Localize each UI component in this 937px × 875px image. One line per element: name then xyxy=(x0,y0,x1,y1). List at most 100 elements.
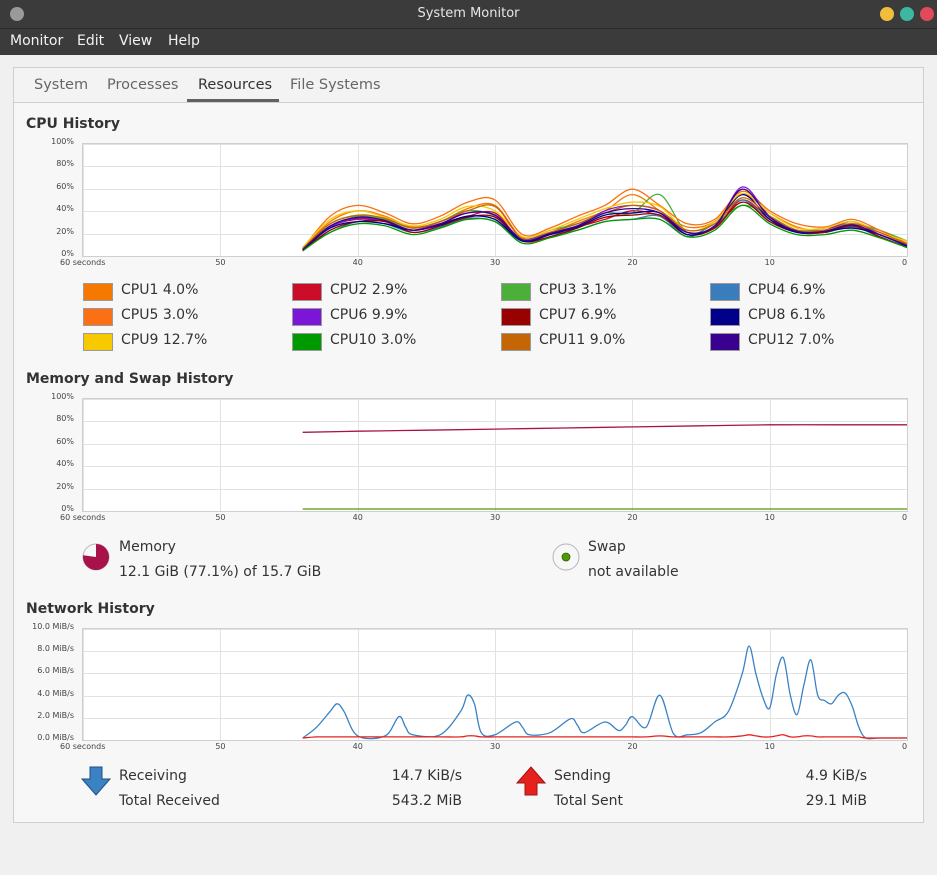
cpu-color-swatch[interactable] xyxy=(83,308,113,326)
menu-monitor[interactable]: Monitor xyxy=(10,33,64,49)
x-tick-label: 50 xyxy=(215,742,226,751)
receiving-arrow-icon[interactable] xyxy=(80,766,112,796)
cpu-legend-label: CPU8 6.1% xyxy=(748,307,826,323)
x-tick-label: 60 seconds xyxy=(60,513,106,522)
cpu-color-swatch[interactable] xyxy=(292,283,322,301)
x-tick-label: 20 xyxy=(627,742,638,751)
tab-file-systems[interactable]: File Systems xyxy=(290,77,381,93)
cpu-color-swatch[interactable] xyxy=(501,308,531,326)
y-tick-label: 80% xyxy=(56,159,74,169)
cpu-color-swatch[interactable] xyxy=(501,283,531,301)
series-line-cpu8-6-1- xyxy=(302,193,907,251)
series-line-cpu6-9-9- xyxy=(302,186,907,251)
series-line-cpu10-3-0- xyxy=(302,204,907,252)
series-line-cpu12-7-0- xyxy=(302,188,907,251)
memory-pie-icon[interactable] xyxy=(82,543,110,571)
cpu-legend-label: CPU2 2.9% xyxy=(330,282,408,298)
x-tick-label: 50 xyxy=(215,258,226,267)
cpu-color-swatch[interactable] xyxy=(710,333,740,351)
y-tick-label: 20% xyxy=(56,481,74,491)
memory-history-chart xyxy=(82,398,908,512)
receiving-value: 14.7 KiB/s xyxy=(391,768,462,784)
y-tick-label: 40% xyxy=(56,459,74,469)
y-tick-label: 100% xyxy=(51,137,74,146)
close-button[interactable] xyxy=(920,7,934,21)
x-tick-label: 0 xyxy=(902,742,908,751)
title-bar: System Monitor xyxy=(0,0,937,29)
window-title: System Monitor xyxy=(417,6,520,21)
y-tick-label: 0% xyxy=(61,504,74,513)
y-tick-label: 60% xyxy=(56,436,74,446)
series-line-cpu5-3-0- xyxy=(302,188,907,250)
network-history-title: Network History xyxy=(26,601,155,617)
total-sent-value: 29.1 MiB xyxy=(805,793,867,809)
main-panel: System Processes Resources File Systems … xyxy=(13,67,924,823)
x-tick-label: 10 xyxy=(764,742,775,751)
x-tick-label: 30 xyxy=(490,258,501,267)
y-tick-label: 4.0 MiB/s xyxy=(37,688,74,698)
total-sent-label: Total Sent xyxy=(554,793,624,809)
total-received-label: Total Received xyxy=(119,793,220,809)
x-tick-label: 60 seconds xyxy=(60,742,106,751)
cpu-legend-label: CPU3 3.1% xyxy=(539,282,617,298)
cpu-color-swatch[interactable] xyxy=(501,333,531,351)
memory-history-svg xyxy=(83,399,907,511)
x-tick-label: 0 xyxy=(902,258,908,267)
tab-system[interactable]: System xyxy=(34,77,89,93)
cpu-legend-label: CPU7 6.9% xyxy=(539,307,617,323)
y-tick-label: 8.0 MiB/s xyxy=(37,644,74,654)
menu-bar: Monitor Edit View Help xyxy=(0,29,937,55)
cpu-color-swatch[interactable] xyxy=(292,333,322,351)
x-tick-label: 20 xyxy=(627,258,638,267)
y-tick-label: 0% xyxy=(61,249,74,258)
window-menu-icon[interactable] xyxy=(10,7,24,21)
cpu-history-chart xyxy=(82,143,908,257)
cpu-color-swatch[interactable] xyxy=(292,308,322,326)
swap-label: Swap xyxy=(588,539,626,555)
x-tick-label: 20 xyxy=(627,513,638,522)
series-line-memory xyxy=(302,424,907,433)
active-tab-indicator xyxy=(187,99,279,102)
y-tick-label: 10.0 MiB/s xyxy=(32,622,74,631)
cpu-color-swatch[interactable] xyxy=(83,283,113,301)
tab-bar: System Processes Resources File Systems xyxy=(14,68,923,103)
x-tick-label: 50 xyxy=(215,513,226,522)
memory-label: Memory xyxy=(119,539,176,555)
x-tick-label: 0 xyxy=(902,513,908,522)
x-tick-label: 10 xyxy=(764,513,775,522)
tab-processes[interactable]: Processes xyxy=(107,77,179,93)
cpu-legend-label: CPU6 9.9% xyxy=(330,307,408,323)
total-received-value: 543.2 MiB xyxy=(391,793,462,809)
network-history-svg xyxy=(83,629,907,740)
maximize-button[interactable] xyxy=(900,7,914,21)
swap-pie-icon[interactable] xyxy=(552,543,580,571)
x-tick-label: 60 seconds xyxy=(60,258,106,267)
cpu-legend-label: CPU11 9.0% xyxy=(539,332,626,348)
x-tick-label: 40 xyxy=(352,742,363,751)
series-line-receiving xyxy=(302,645,907,740)
receiving-label: Receiving xyxy=(119,768,187,784)
y-tick-label: 2.0 MiB/s xyxy=(37,710,74,720)
swap-value: not available xyxy=(588,564,679,580)
cpu-history-title: CPU History xyxy=(26,116,120,132)
x-tick-label: 30 xyxy=(490,513,501,522)
sending-arrow-icon[interactable] xyxy=(515,766,547,796)
x-tick-label: 10 xyxy=(764,258,775,267)
memory-history-title: Memory and Swap History xyxy=(26,371,234,387)
y-tick-label: 40% xyxy=(56,204,74,214)
minimize-button[interactable] xyxy=(880,7,894,21)
x-tick-label: 30 xyxy=(490,742,501,751)
menu-help[interactable]: Help xyxy=(168,33,200,49)
cpu-color-swatch[interactable] xyxy=(710,283,740,301)
y-tick-label: 100% xyxy=(51,392,74,401)
cpu-legend-label: CPU12 7.0% xyxy=(748,332,835,348)
cpu-legend-label: CPU9 12.7% xyxy=(121,332,208,348)
cpu-color-swatch[interactable] xyxy=(710,308,740,326)
menu-view[interactable]: View xyxy=(119,33,153,49)
cpu-legend-label: CPU10 3.0% xyxy=(330,332,417,348)
cpu-color-swatch[interactable] xyxy=(83,333,113,351)
memory-value: 12.1 GiB (77.1%) of 15.7 GiB xyxy=(119,564,322,580)
y-tick-label: 6.0 MiB/s xyxy=(37,666,74,676)
tab-resources[interactable]: Resources xyxy=(198,77,273,93)
menu-edit[interactable]: Edit xyxy=(77,33,105,49)
